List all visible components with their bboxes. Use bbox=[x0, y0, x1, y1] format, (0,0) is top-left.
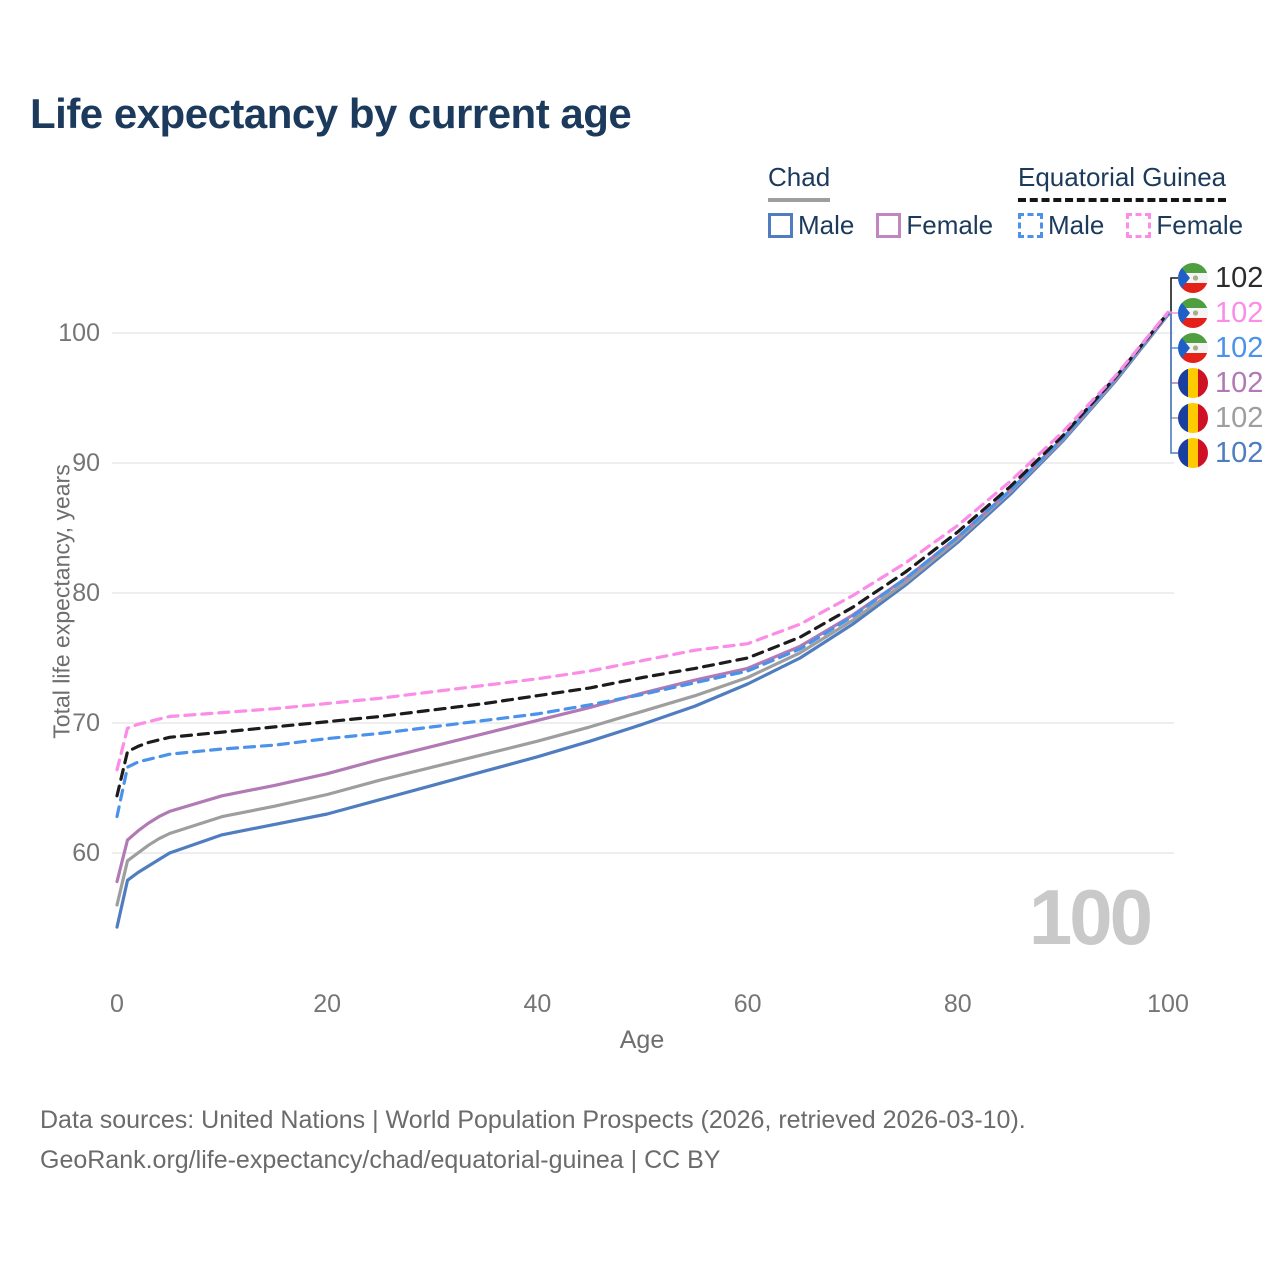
footer-data-sources: Data sources: United Nations | World Pop… bbox=[40, 1106, 1026, 1134]
x-tick-40: 40 bbox=[523, 990, 551, 1018]
leader-line-eqg-total bbox=[1168, 277, 1178, 314]
end-label-eqg-male: 102 bbox=[1178, 331, 1263, 365]
x-tick-20: 20 bbox=[313, 990, 341, 1018]
y-axis-title: Total life expectancy, years bbox=[48, 464, 75, 739]
end-label-eqg-total: 102 bbox=[1178, 261, 1263, 295]
leader-line-chad-male bbox=[1168, 314, 1178, 454]
x-tick-100: 100 bbox=[1147, 990, 1189, 1018]
end-value-chad-male: 102 bbox=[1215, 436, 1264, 469]
series-line-chad-total[interactable] bbox=[115, 312, 1170, 907]
series-line-chad-male[interactable] bbox=[115, 313, 1170, 929]
x-tick-80: 80 bbox=[944, 990, 972, 1018]
y-tick-100: 100 bbox=[58, 319, 100, 347]
end-value-chad-female: 102 bbox=[1215, 366, 1264, 399]
legend-group-chad: Chad Male Female bbox=[768, 162, 993, 241]
end-label-chad-male: 102 bbox=[1178, 436, 1263, 470]
end-value-eqg-male: 102 bbox=[1215, 331, 1264, 364]
series-line-eqg-total[interactable] bbox=[115, 311, 1170, 798]
end-value-chad-total: 102 bbox=[1215, 401, 1264, 434]
legend-eqg-female-swatch[interactable] bbox=[1126, 213, 1152, 238]
y-tick-80: 80 bbox=[72, 579, 100, 607]
y-tick-70: 70 bbox=[72, 709, 100, 737]
flag-equatorial-guinea-icon bbox=[1178, 333, 1208, 363]
x-axis-title: Age bbox=[619, 1026, 665, 1054]
age-watermark: 100 bbox=[1028, 873, 1153, 961]
legend-chad-title[interactable]: Chad bbox=[768, 162, 831, 202]
leader-line-eqg-female bbox=[1168, 311, 1178, 314]
series-line-eqg-female[interactable] bbox=[115, 310, 1170, 772]
legend-chad-male-label[interactable]: Male bbox=[798, 210, 855, 240]
flag-chad-icon bbox=[1178, 403, 1208, 433]
series-line-chad-female[interactable] bbox=[115, 311, 1170, 884]
legend-eqg-title[interactable]: Equatorial Guinea bbox=[1018, 162, 1227, 202]
footer-attribution: GeoRank.org/life-expectancy/chad/equator… bbox=[40, 1146, 721, 1174]
legend-group-equatorial-guinea: Equatorial Guinea Male Female bbox=[1018, 162, 1243, 241]
leader-line-eqg-male bbox=[1168, 312, 1178, 349]
end-label-chad-total: 102 bbox=[1178, 401, 1263, 435]
flag-chad-icon bbox=[1178, 368, 1208, 398]
end-value-eqg-female: 102 bbox=[1215, 296, 1264, 329]
legend-eqg-male-label[interactable]: Male bbox=[1048, 210, 1105, 240]
flag-equatorial-guinea-icon bbox=[1178, 263, 1208, 293]
flag-equatorial-guinea-icon bbox=[1178, 298, 1208, 328]
leader-line-chad-total bbox=[1168, 313, 1178, 419]
end-label-eqg-female: 102 bbox=[1178, 296, 1263, 330]
end-label-chad-female: 102 bbox=[1178, 366, 1263, 400]
x-tick-0: 0 bbox=[110, 990, 124, 1018]
end-value-eqg-total: 102 bbox=[1215, 261, 1264, 294]
y-tick-90: 90 bbox=[72, 449, 100, 477]
legend-chad-male-swatch[interactable] bbox=[768, 213, 793, 238]
legend-eqg-male-swatch[interactable] bbox=[1018, 213, 1043, 238]
series-line-eqg-male[interactable] bbox=[115, 311, 1170, 819]
y-tick-60: 60 bbox=[72, 839, 100, 867]
flag-chad-icon bbox=[1178, 438, 1208, 468]
x-tick-60: 60 bbox=[734, 990, 762, 1018]
legend-eqg-female-label[interactable]: Female bbox=[1156, 210, 1244, 240]
legend-chad-female-swatch[interactable] bbox=[876, 213, 902, 238]
page-title: Life expectancy by current age bbox=[30, 90, 632, 137]
legend-chad-female-label[interactable]: Female bbox=[906, 210, 994, 240]
